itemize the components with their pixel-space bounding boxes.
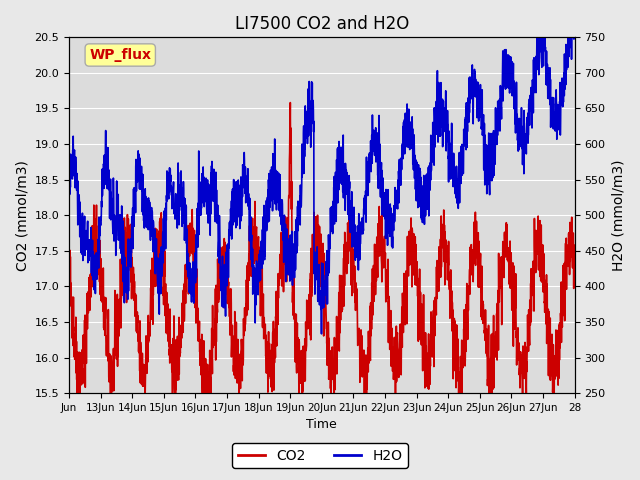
Title: LI7500 CO2 and H2O: LI7500 CO2 and H2O	[235, 15, 409, 33]
Text: WP_flux: WP_flux	[89, 48, 151, 62]
Legend: CO2, H2O: CO2, H2O	[232, 443, 408, 468]
X-axis label: Time: Time	[307, 419, 337, 432]
Y-axis label: CO2 (mmol/m3): CO2 (mmol/m3)	[15, 160, 29, 271]
Y-axis label: H2O (mmol/m3): H2O (mmol/m3)	[611, 159, 625, 271]
